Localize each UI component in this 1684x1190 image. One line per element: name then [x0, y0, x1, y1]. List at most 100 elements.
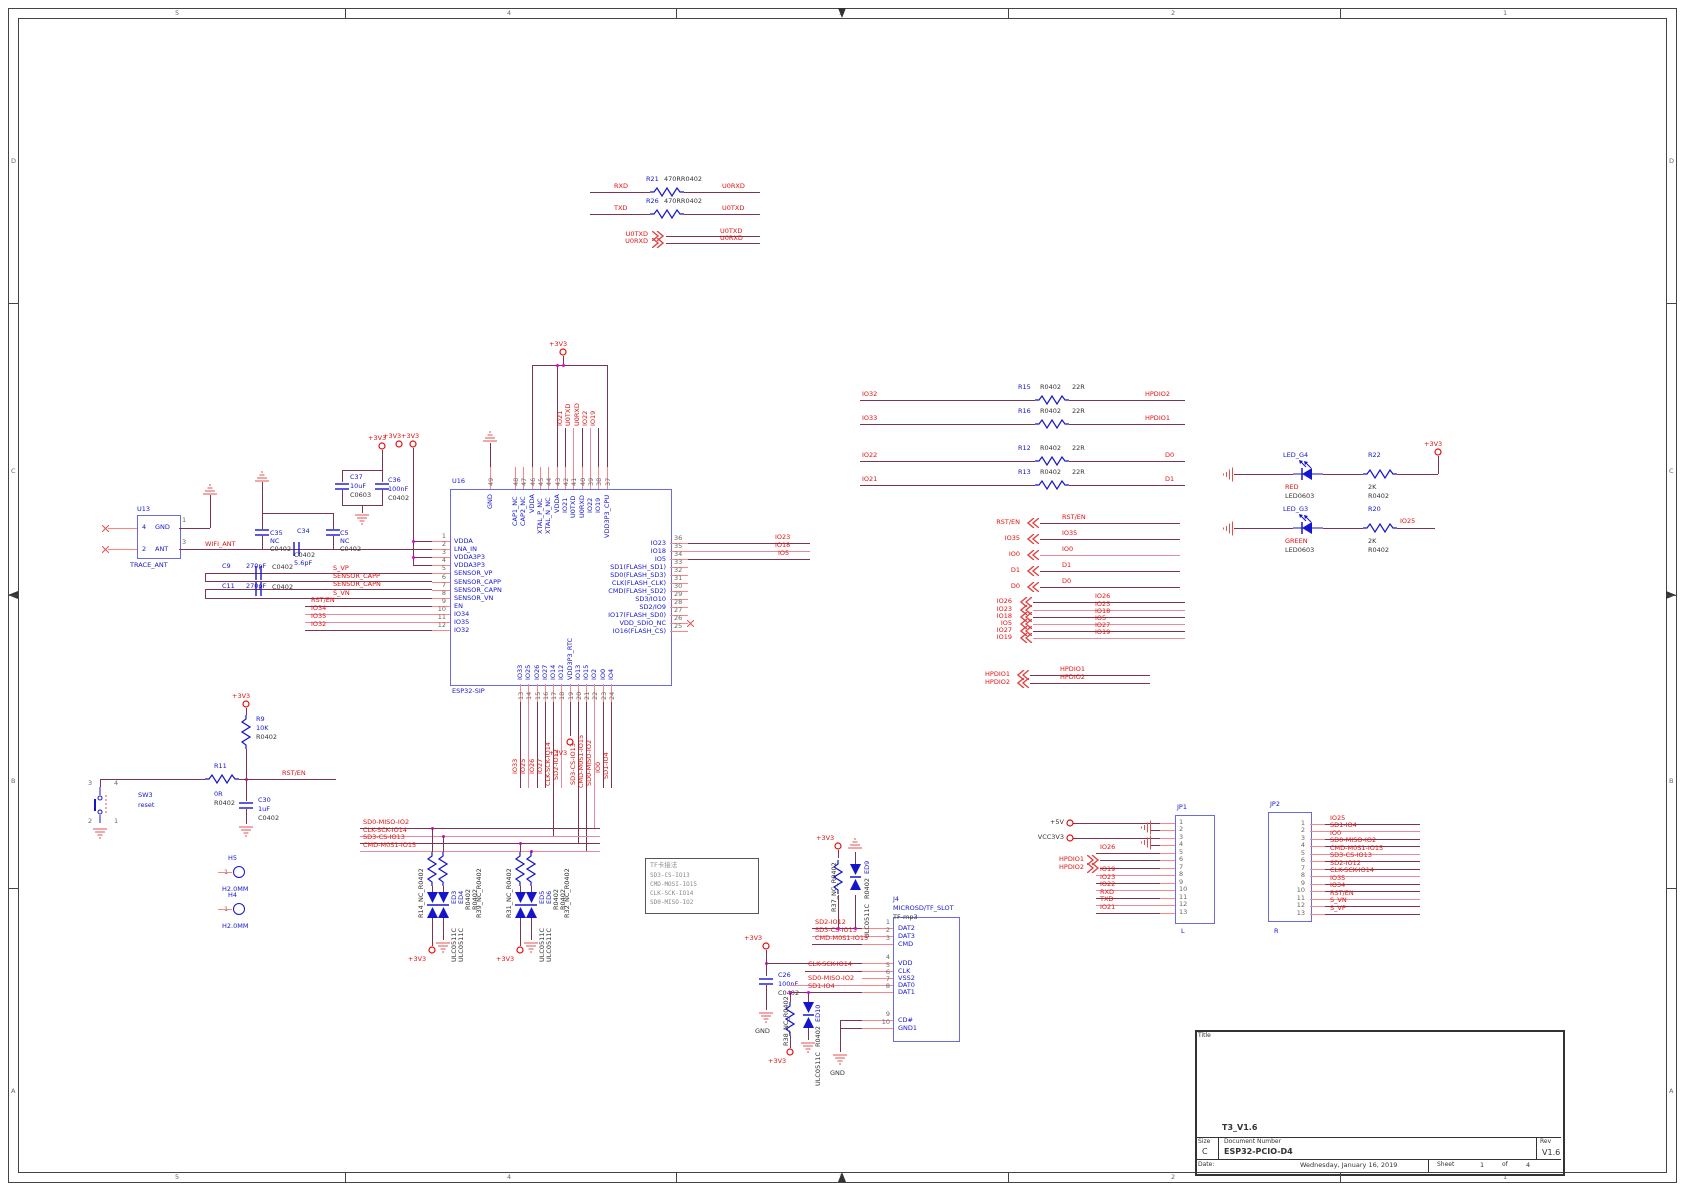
wire: [355, 598, 432, 599]
net-label: CMD-M0S1-IO15: [815, 934, 869, 942]
power-icon: [395, 440, 403, 448]
pin-name: DAT0: [898, 981, 915, 989]
wire: [1030, 675, 1150, 676]
power-icon: [559, 348, 567, 356]
wire: [1397, 474, 1427, 475]
wire: [360, 843, 600, 844]
part-ref: ED10: [814, 1004, 822, 1022]
part-value: 0R: [214, 790, 223, 798]
pin-number: 3: [1179, 833, 1184, 841]
wire: [1325, 876, 1420, 877]
wire: [540, 467, 541, 489]
pin-name: GND: [486, 494, 494, 510]
wire: [1323, 474, 1363, 475]
wire: [1040, 555, 1180, 556]
pin-number: 6: [441, 573, 446, 581]
wire: [1438, 456, 1439, 474]
pin-number: 13: [1296, 909, 1305, 917]
pin-name: CAP2_NC: [519, 495, 527, 526]
pin-name: IO35: [454, 618, 470, 626]
pin-name: SENSOR_CAPN: [454, 586, 502, 594]
net-label: SD1-IO4: [1330, 821, 1357, 829]
pin-name: EN: [454, 602, 463, 610]
wire: [862, 1020, 893, 1021]
pin-number: 27: [674, 606, 683, 614]
pin-number: 49: [487, 477, 495, 486]
part-ref: C30: [258, 796, 271, 804]
net-label: SD0-MISO-IO2: [585, 739, 593, 786]
pin-number: 25: [674, 622, 683, 630]
pin-name: CLK: [898, 967, 911, 975]
junction-dot: [837, 927, 840, 930]
net-label: U0RXD: [625, 237, 648, 245]
wire: [432, 630, 450, 631]
pin-number: 2: [1179, 825, 1184, 833]
wire: [862, 944, 893, 945]
resistor-icon: [1035, 480, 1069, 490]
capacitor-icon: [255, 582, 262, 596]
wire: [432, 573, 450, 574]
wire: [360, 836, 600, 837]
wire: [305, 622, 432, 623]
wire: [443, 836, 444, 852]
wire: [1160, 883, 1175, 884]
pin-name: IO5: [654, 555, 666, 563]
wire: [573, 467, 574, 489]
power-label: +3V3: [383, 432, 402, 440]
wire: [1040, 587, 1180, 588]
pin-number: 1: [1300, 819, 1305, 827]
pin-number: 33: [674, 558, 683, 566]
wire: [557, 467, 558, 489]
wire: [382, 450, 383, 470]
part-ref: C35: [270, 529, 283, 537]
pin-number: 2: [142, 545, 147, 553]
tf-note-line: SD3-CS-IO13: [650, 872, 690, 879]
wire: [862, 978, 893, 979]
part-value: 470RR0402: [664, 197, 702, 205]
part-fp: R0402: [1040, 383, 1062, 391]
wire: [766, 963, 767, 976]
wire: [520, 702, 521, 788]
power-icon: [786, 1048, 794, 1056]
wire: [582, 467, 583, 489]
wire: [432, 622, 450, 623]
pin-name: CMD: [898, 940, 914, 948]
pin-name: GND: [155, 523, 170, 531]
wire: [360, 828, 600, 829]
net-label: HPDIO1: [1145, 414, 1170, 422]
net-label: S_VN: [333, 589, 350, 597]
wire: [1096, 905, 1160, 906]
part-ref: LED_G4: [1283, 451, 1309, 459]
wire: [561, 702, 562, 788]
power-label: +3V3: [1424, 440, 1443, 448]
wire: [432, 598, 450, 599]
titleblock-doc: ESP32-PCIO-D4: [1224, 1147, 1293, 1156]
capacitor-icon: [255, 566, 262, 580]
wire: [246, 708, 247, 715]
capacitor-icon: [255, 529, 269, 536]
power-label: +3V3: [549, 749, 568, 757]
part-fp: R0402: [256, 733, 278, 741]
wire: [688, 559, 810, 560]
net-label: IO5: [1000, 619, 1012, 627]
net-label: TXD: [614, 204, 628, 212]
net-label: IO22: [862, 451, 878, 459]
power-icon: [378, 442, 386, 450]
part-ref: C37: [350, 473, 363, 481]
net-label: HPDIO2: [1059, 863, 1084, 871]
wire: [838, 850, 839, 858]
part-label: ULC0511C: [863, 904, 871, 938]
tvs-diode-icon: [427, 892, 438, 918]
wire: [670, 591, 688, 592]
part-ref: C9: [222, 562, 231, 570]
wire: [1310, 831, 1325, 832]
resistor-icon: [833, 860, 843, 894]
wire: [670, 623, 688, 624]
wire: [840, 1028, 862, 1029]
zone-label: B: [11, 777, 16, 785]
wire: [355, 573, 432, 574]
wire: [590, 192, 650, 193]
chevron-icon: [1027, 550, 1039, 560]
wire: [1340, 8, 1341, 18]
wire: [670, 583, 688, 584]
